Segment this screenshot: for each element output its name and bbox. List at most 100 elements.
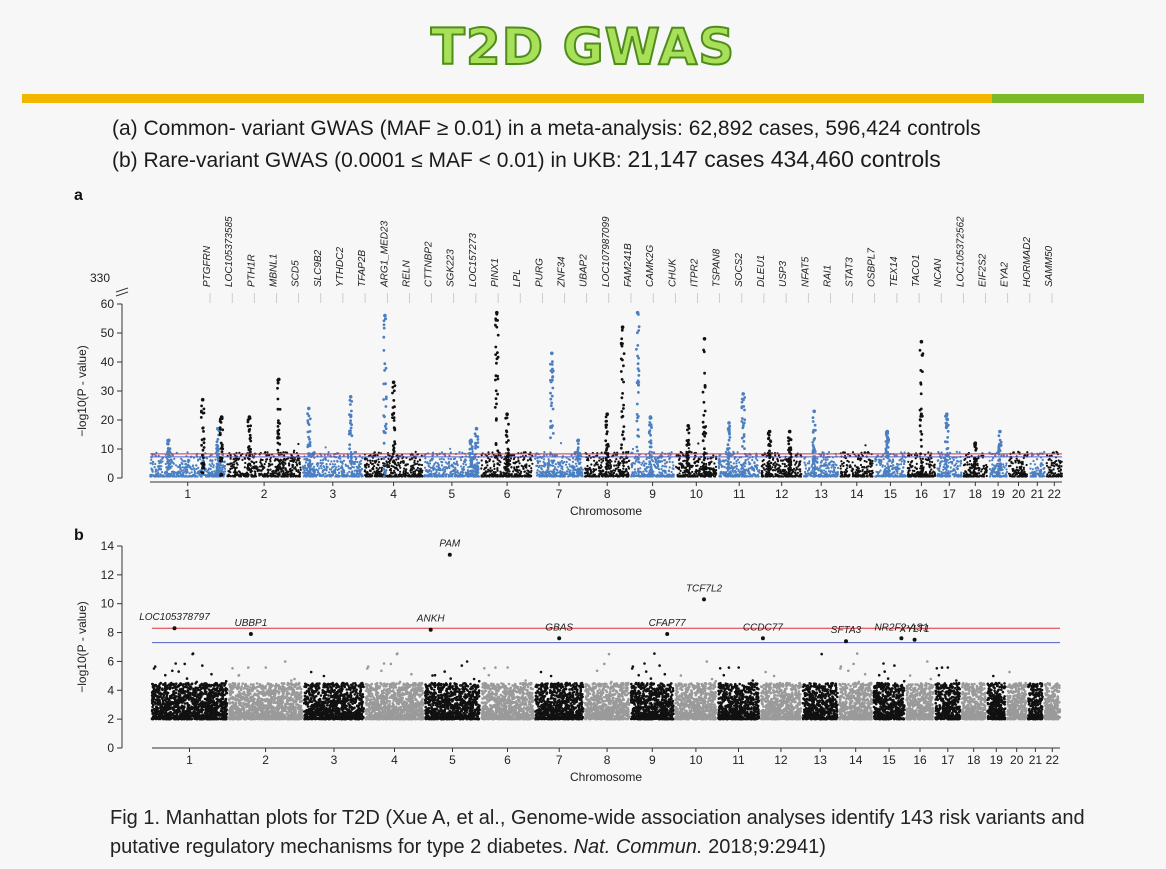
- snp-point: [794, 463, 797, 466]
- snp-point: [979, 474, 982, 477]
- snp-point: [653, 473, 656, 476]
- snp-point: [822, 458, 825, 461]
- snp-point: [698, 467, 701, 470]
- snp-point: [442, 475, 445, 478]
- snp-point: [554, 466, 557, 469]
- snp-point: [242, 473, 245, 476]
- snp-point: [785, 474, 788, 478]
- snp-point: [290, 472, 294, 475]
- snp-point: [718, 460, 722, 463]
- snp-point: [780, 472, 783, 475]
- snp-point: [323, 475, 326, 478]
- snp-point: [196, 471, 199, 474]
- snp-point: [543, 462, 546, 466]
- snp-point: [803, 457, 806, 460]
- snp-point: [906, 467, 910, 470]
- snp-point: [755, 466, 759, 469]
- snp-point: [965, 472, 968, 475]
- snp-point: [338, 471, 341, 474]
- snp-point: [187, 475, 190, 478]
- snp-point: [651, 459, 654, 462]
- snp-point: [371, 472, 374, 475]
- snp-point: [414, 463, 417, 466]
- snp-point: [861, 475, 864, 478]
- snp-point: [940, 471, 943, 474]
- snp-point: [842, 461, 845, 464]
- snp-point: [518, 462, 521, 465]
- snp-point: [386, 475, 390, 478]
- snp-point: [238, 457, 241, 460]
- snp-point: [956, 467, 960, 470]
- snp-point: [559, 442, 563, 445]
- snp-point: [518, 469, 521, 472]
- snp-point: [173, 457, 176, 460]
- snp-point: [717, 466, 721, 470]
- snp-point: [730, 464, 733, 468]
- snp-point: [410, 475, 413, 478]
- snp-point: [928, 475, 931, 478]
- snp-point: [927, 451, 930, 454]
- snp-point: [471, 450, 474, 453]
- snp-point: [412, 467, 415, 470]
- snp-point: [209, 468, 212, 471]
- snp-point: [827, 451, 831, 454]
- snp-point: [884, 475, 887, 478]
- snp-point: [250, 473, 253, 476]
- snp-point: [901, 454, 904, 457]
- snp-point: [989, 473, 992, 476]
- snp-point: [955, 450, 958, 453]
- snp-point: [486, 464, 489, 467]
- snp-point: [851, 451, 855, 454]
- snp-point: [957, 460, 960, 463]
- snp-point: [264, 460, 267, 463]
- snp-point: [549, 451, 552, 454]
- snp-point: [209, 458, 212, 462]
- snp-point: [405, 463, 408, 466]
- snp-point: [171, 461, 174, 464]
- snp-point: [983, 475, 986, 478]
- snp-point: [303, 458, 306, 461]
- snp-point: [602, 457, 605, 460]
- snp-point: [928, 472, 931, 475]
- snp-point: [871, 459, 874, 463]
- snp-point: [598, 459, 601, 462]
- snp-point: [658, 460, 662, 463]
- snp-point: [205, 470, 208, 473]
- snp-point: [930, 468, 933, 471]
- x-tick-label: 13: [815, 487, 829, 501]
- snp-point: [540, 468, 544, 471]
- snp-point: [940, 460, 944, 463]
- snp-point: [675, 454, 678, 457]
- x-tick-label: 5: [449, 487, 456, 501]
- snp-point: [364, 458, 367, 461]
- snp-point: [283, 454, 286, 457]
- snp-point: [963, 463, 966, 466]
- snp-point: [615, 458, 618, 461]
- snp-point: [243, 466, 246, 469]
- snp-point: [871, 469, 874, 472]
- snp-point: [393, 475, 396, 478]
- snp-point: [160, 465, 163, 468]
- snp-point: [660, 472, 663, 475]
- snp-point: [667, 469, 671, 472]
- snp-point: [616, 474, 619, 477]
- snp-point: [320, 462, 323, 465]
- snp-point: [738, 471, 741, 474]
- snp-point: [696, 475, 699, 478]
- snp-point: [866, 468, 869, 471]
- snp-point: [294, 475, 297, 478]
- snp-point: [785, 458, 788, 461]
- snp-point: [573, 466, 576, 470]
- snp-point: [388, 462, 391, 465]
- snp-point: [171, 454, 174, 457]
- snp-point: [466, 469, 469, 472]
- snp-point: [592, 470, 595, 473]
- snp-point: [921, 457, 924, 460]
- snp-point: [824, 470, 828, 473]
- snp-point: [432, 472, 435, 475]
- snp-point: [832, 466, 836, 469]
- snp-point: [839, 464, 842, 467]
- snp-point: [397, 461, 400, 464]
- snp-point: [431, 466, 434, 469]
- snp-point: [182, 469, 185, 472]
